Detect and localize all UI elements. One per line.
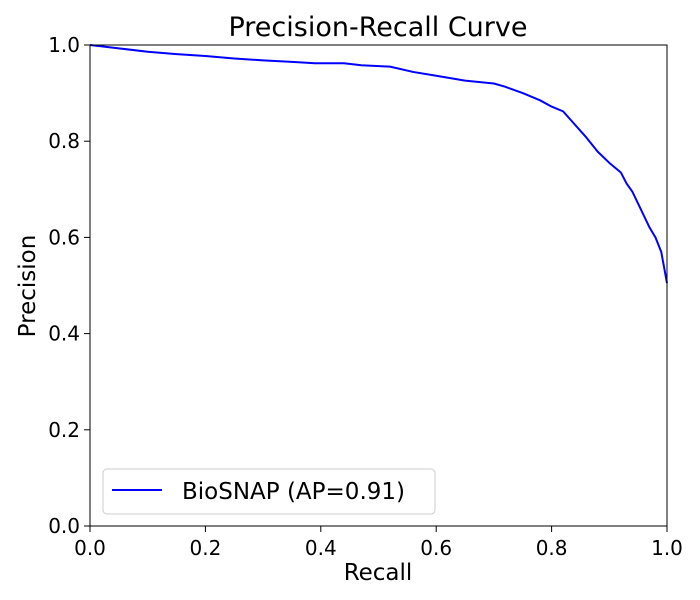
chart-title: Precision-Recall Curve	[228, 12, 527, 43]
y-tick-label: 0.6	[48, 225, 80, 249]
x-tick-label: 0.6	[420, 536, 452, 560]
plot-frame	[89, 44, 668, 527]
legend-box	[102, 468, 436, 515]
y-axis-label: Precision	[15, 235, 41, 338]
y-tick-label: 1.0	[48, 33, 80, 57]
x-tick-label: 0.8	[536, 536, 568, 560]
legend: BioSNAP (AP=0.91)	[102, 468, 436, 515]
x-tick-label: 1.0	[651, 536, 683, 560]
series-line-0	[89, 44, 668, 284]
x-tick-label: 0.0	[74, 536, 106, 560]
y-tick-label: 0.8	[48, 129, 80, 153]
legend-label: BioSNAP (AP=0.91)	[182, 479, 405, 505]
x-tick-label: 0.4	[305, 536, 337, 560]
y-tick-label: 0.2	[48, 418, 80, 442]
axis-ticks: 0.0 0.2 0.4 0.6 0.8 1.0 0.0 0.2 0.4 0.6 0.8 1.0	[48, 33, 683, 560]
x-axis-label: Recall	[344, 560, 413, 586]
y-tick-label: 0.0	[48, 514, 80, 538]
y-tick-label: 0.4	[48, 322, 80, 346]
x-tick-label: 0.2	[189, 536, 221, 560]
series-layer	[89, 44, 668, 284]
